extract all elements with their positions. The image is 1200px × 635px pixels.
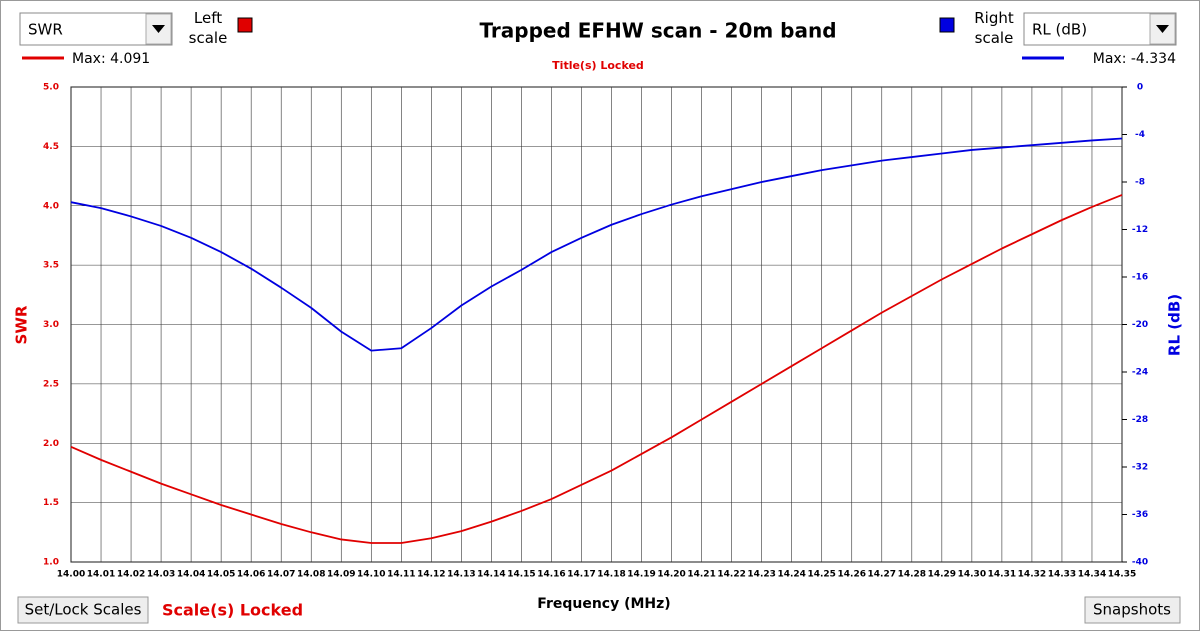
titles-locked: Title(s) Locked bbox=[552, 59, 644, 72]
x-tick-label: 14.08 bbox=[297, 570, 325, 580]
y-tick-label: 2.0 bbox=[43, 439, 59, 449]
series-line bbox=[70, 137, 1123, 352]
right-color-swatch[interactable] bbox=[939, 17, 955, 33]
x-tick-label: 14.01 bbox=[87, 570, 115, 580]
y2-tick-label: -8 bbox=[1135, 178, 1145, 188]
scales-locked: Scale(s) Locked bbox=[162, 601, 303, 620]
right-scale-label: Right scale bbox=[974, 9, 1014, 47]
y2-axis-label: RL (dB) bbox=[1166, 294, 1184, 356]
x-tick-label: 14.27 bbox=[868, 570, 896, 580]
left-scale-label: Left scale bbox=[188, 9, 228, 47]
x-tick-label: 14.21 bbox=[687, 570, 715, 580]
x-axis-label: Frequency (MHz) bbox=[537, 596, 670, 612]
x-tick-label: 14.24 bbox=[777, 570, 805, 580]
x-tick-label: 14.07 bbox=[267, 570, 295, 580]
chart-title: Trapped EFHW scan - 20m band bbox=[479, 19, 836, 43]
x-tick-label: 14.34 bbox=[1078, 570, 1106, 580]
x-tick-label: 14.10 bbox=[357, 570, 385, 580]
x-tick-label: 14.25 bbox=[807, 570, 835, 580]
right-select-text: RL (dB) bbox=[1032, 21, 1087, 39]
y-tick-label: 2.5 bbox=[43, 379, 59, 389]
x-tick-label: 14.32 bbox=[1018, 570, 1046, 580]
dropdown-arrow bbox=[152, 25, 165, 33]
x-tick-label: 14.16 bbox=[537, 570, 565, 580]
right-scale-label-box: Right scale bbox=[974, 9, 1014, 47]
x-tick-label: 14.00 bbox=[57, 570, 85, 580]
left-scale-label-box: Left scale bbox=[188, 9, 228, 47]
snapshots-text: Snapshots bbox=[1093, 601, 1171, 619]
y2-tick-label: -16 bbox=[1132, 273, 1148, 283]
x-tick-label: 14.23 bbox=[747, 570, 775, 580]
y-tick-label: 3.0 bbox=[43, 320, 59, 330]
y2-tick-label: -40 bbox=[1132, 558, 1148, 568]
y2-tick-label: -36 bbox=[1132, 510, 1148, 520]
y-tick-label: 3.5 bbox=[43, 261, 59, 271]
dropdown-arrow bbox=[1156, 25, 1169, 33]
x-tick-label: 14.28 bbox=[898, 570, 926, 580]
set-lock-button[interactable] bbox=[17, 596, 149, 624]
x-tick-label: 14.02 bbox=[117, 570, 145, 580]
x-tick-label: 14.04 bbox=[177, 570, 205, 580]
y-tick-label: 4.5 bbox=[43, 142, 59, 152]
x-tick-label: 14.06 bbox=[237, 570, 265, 580]
x-tick-label: 14.14 bbox=[477, 570, 505, 580]
legend-entry: Max: -4.334 bbox=[1093, 51, 1176, 67]
x-tick-label: 14.26 bbox=[838, 570, 866, 580]
left-color-swatch[interactable] bbox=[237, 17, 253, 33]
left-select-text: SWR bbox=[28, 21, 63, 39]
x-tick-label: 14.18 bbox=[597, 570, 625, 580]
y-tick-label: 1.0 bbox=[43, 558, 59, 568]
y2-tick-label: -28 bbox=[1132, 415, 1148, 425]
x-tick-label: 14.30 bbox=[958, 570, 986, 580]
x-tick-label: 14.13 bbox=[447, 570, 475, 580]
x-tick-label: 14.17 bbox=[567, 570, 595, 580]
x-tick-label: 14.31 bbox=[988, 570, 1016, 580]
plot: 14.00 14.01 14.02 14.03 14.04 14.05 14.06 14.07… bbox=[43, 83, 1148, 580]
y2-tick-label: -20 bbox=[1132, 320, 1148, 330]
x-tick-label: 14.05 bbox=[207, 570, 235, 580]
y2-tick-label: -4 bbox=[1135, 130, 1145, 140]
x-tick-label: 14.12 bbox=[417, 570, 445, 580]
series-line bbox=[70, 194, 1123, 544]
y2-tick-label: -32 bbox=[1132, 463, 1148, 473]
x-tick-label: 14.29 bbox=[928, 570, 956, 580]
x-tick-label: 14.03 bbox=[147, 570, 175, 580]
x-tick-label: 14.22 bbox=[717, 570, 745, 580]
y-tick-label: 1.5 bbox=[43, 498, 59, 508]
set-lock-text: Set/Lock Scales bbox=[25, 601, 142, 619]
y2-tick-label: -24 bbox=[1132, 368, 1148, 378]
x-tick-label: 14.35 bbox=[1108, 570, 1136, 580]
y-tick-label: 5.0 bbox=[43, 83, 59, 93]
y2-tick-label: 0 bbox=[1137, 83, 1143, 93]
x-tick-label: 14.33 bbox=[1048, 570, 1076, 580]
y2-tick-label: -12 bbox=[1132, 225, 1148, 235]
x-tick-label: 14.11 bbox=[387, 570, 415, 580]
x-tick-label: 14.09 bbox=[327, 570, 355, 580]
x-tick-label: 14.19 bbox=[627, 570, 655, 580]
legend-entry: Max: 4.091 bbox=[72, 51, 150, 67]
y-axis-label: SWR bbox=[13, 305, 31, 344]
y-tick-label: 4.0 bbox=[43, 201, 59, 211]
x-tick-label: 14.15 bbox=[507, 570, 535, 580]
x-tick-label: 14.20 bbox=[657, 570, 685, 580]
snapshots-button[interactable] bbox=[1084, 596, 1181, 624]
